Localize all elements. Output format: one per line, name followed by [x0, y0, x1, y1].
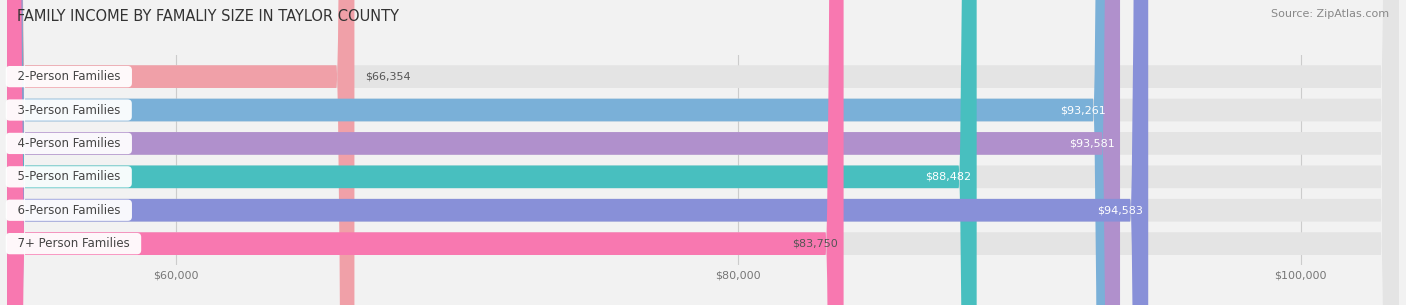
Text: 7+ Person Families: 7+ Person Families — [10, 237, 136, 250]
Text: $66,354: $66,354 — [366, 72, 411, 82]
Text: $93,261: $93,261 — [1060, 105, 1105, 115]
FancyBboxPatch shape — [7, 0, 1121, 305]
FancyBboxPatch shape — [7, 0, 354, 305]
Text: 2-Person Families: 2-Person Families — [10, 70, 128, 83]
Text: $93,581: $93,581 — [1069, 138, 1115, 149]
Text: $83,750: $83,750 — [793, 239, 838, 249]
FancyBboxPatch shape — [7, 0, 1399, 305]
Text: 4-Person Families: 4-Person Families — [10, 137, 128, 150]
Text: Source: ZipAtlas.com: Source: ZipAtlas.com — [1271, 9, 1389, 19]
FancyBboxPatch shape — [7, 0, 844, 305]
FancyBboxPatch shape — [7, 0, 1399, 305]
Text: $94,583: $94,583 — [1097, 205, 1143, 215]
FancyBboxPatch shape — [7, 0, 1111, 305]
FancyBboxPatch shape — [7, 0, 977, 305]
Text: 5-Person Families: 5-Person Families — [10, 170, 128, 183]
Text: 3-Person Families: 3-Person Families — [10, 103, 128, 117]
FancyBboxPatch shape — [7, 0, 1399, 305]
Text: FAMILY INCOME BY FAMALIY SIZE IN TAYLOR COUNTY: FAMILY INCOME BY FAMALIY SIZE IN TAYLOR … — [17, 9, 399, 24]
FancyBboxPatch shape — [7, 0, 1399, 305]
FancyBboxPatch shape — [7, 0, 1399, 305]
Text: 6-Person Families: 6-Person Families — [10, 204, 128, 217]
FancyBboxPatch shape — [7, 0, 1399, 305]
FancyBboxPatch shape — [7, 0, 1149, 305]
Text: $88,482: $88,482 — [925, 172, 972, 182]
